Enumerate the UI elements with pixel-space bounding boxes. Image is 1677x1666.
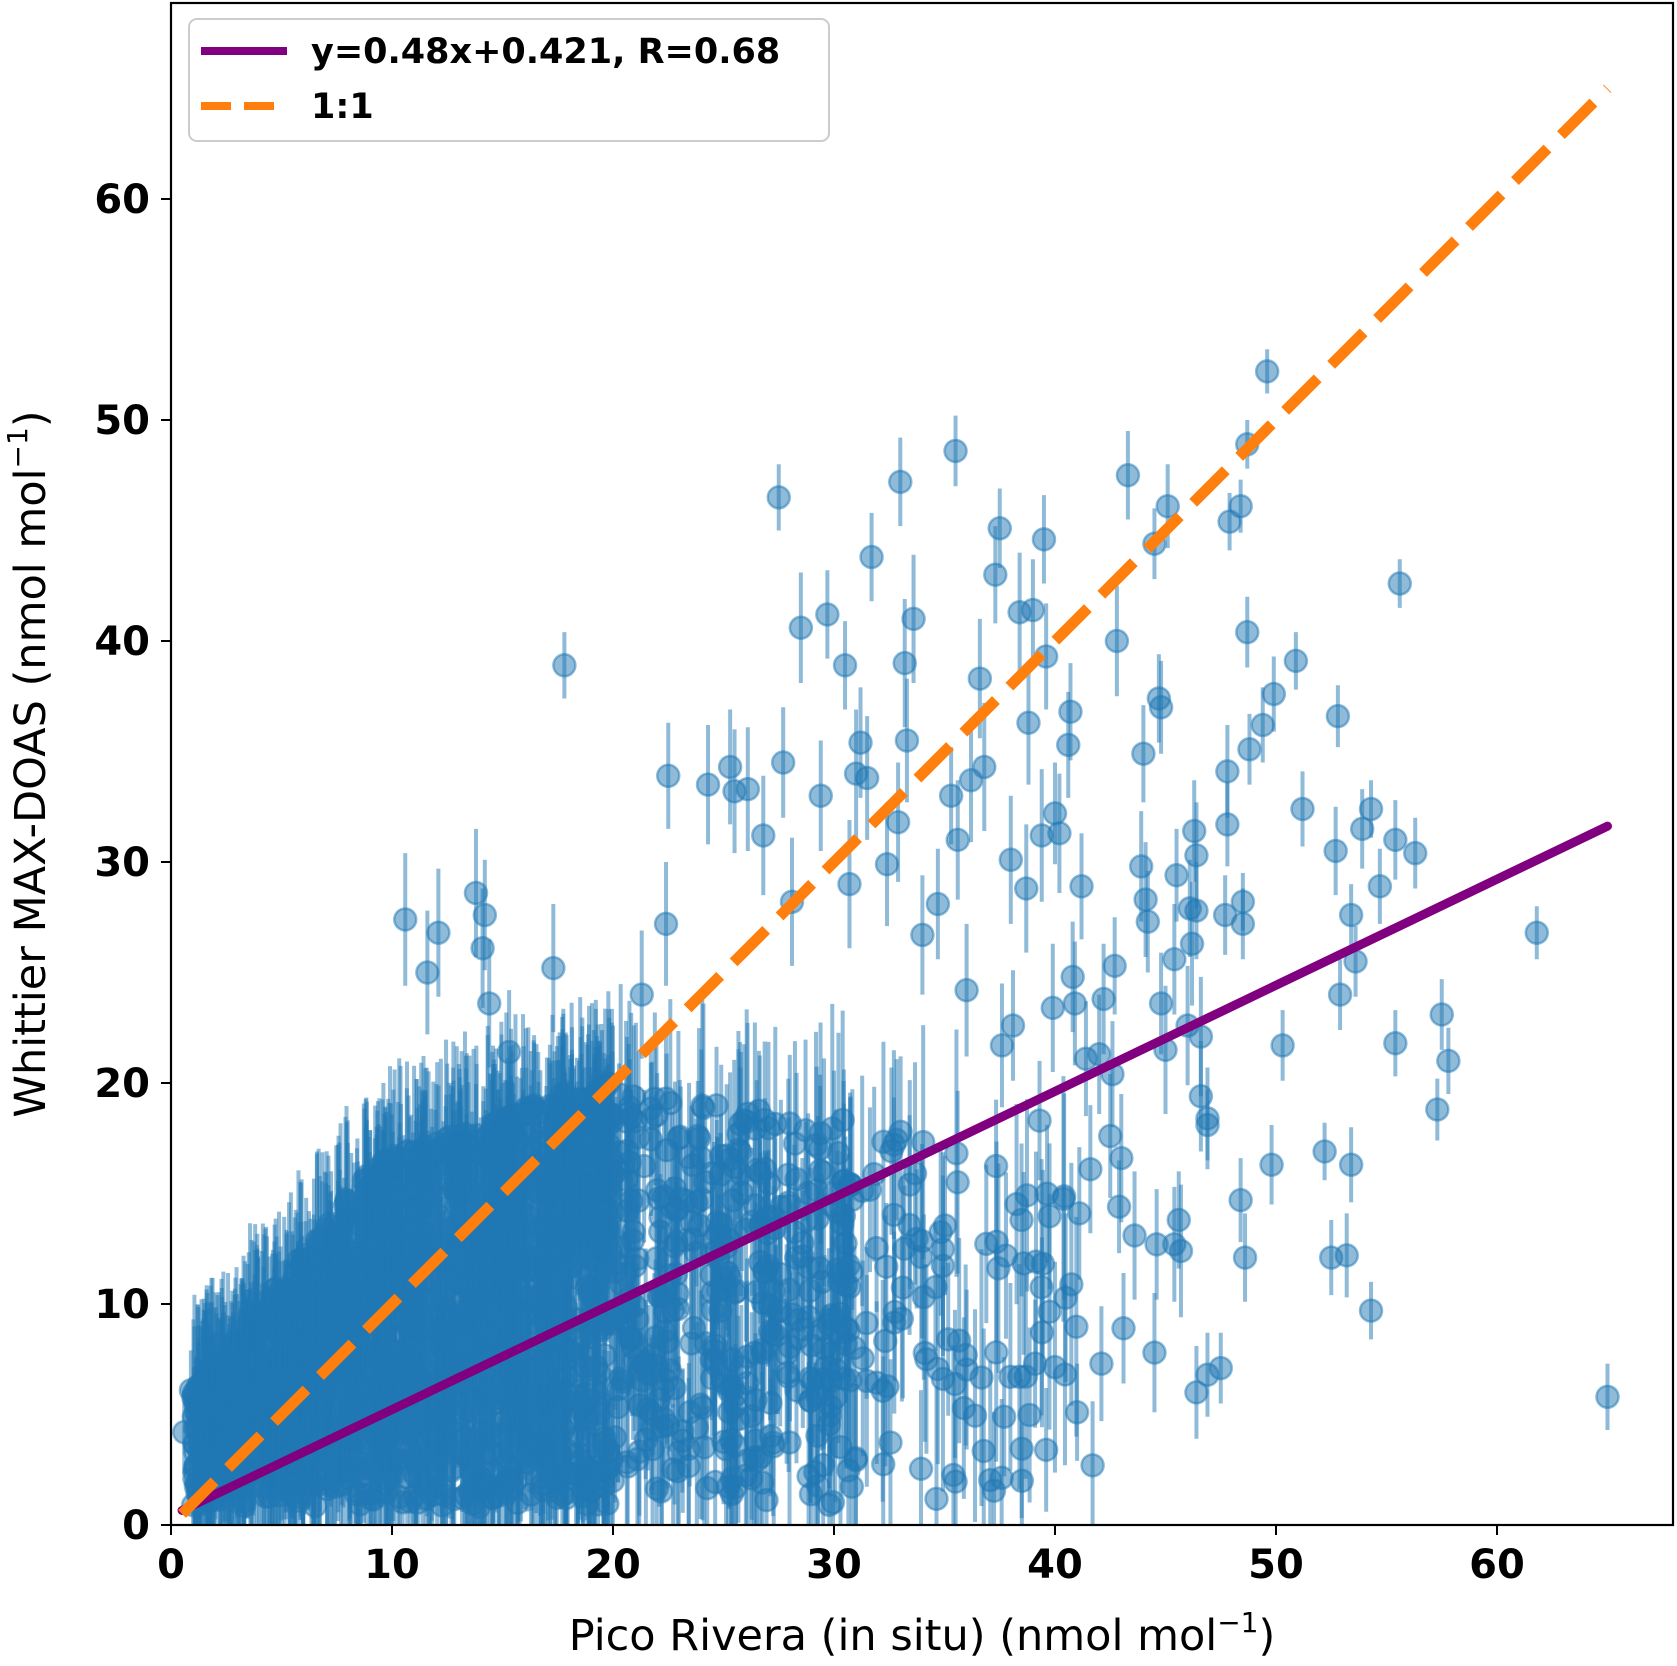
data-point-marker [1009,1207,1034,1233]
data-point-marker [984,1229,1009,1254]
data-point-marker [820,1490,846,1515]
cluster-point [914,1264,939,1454]
data-point-marker [1037,1299,1062,1325]
data-point-marker [1011,1251,1036,1276]
cluster-point [1009,1143,1034,1297]
data-point-marker [878,1430,903,1455]
cluster-point [864,1184,889,1312]
data-point-marker [836,1458,861,1483]
data-point-marker [924,1486,949,1512]
cluster-point [874,1202,899,1331]
data-point-marker [914,1347,939,1372]
cluster-point [984,1141,1009,1343]
scatter-points-dense-cluster [181,984,1089,1525]
data-point-marker [704,1093,729,1118]
